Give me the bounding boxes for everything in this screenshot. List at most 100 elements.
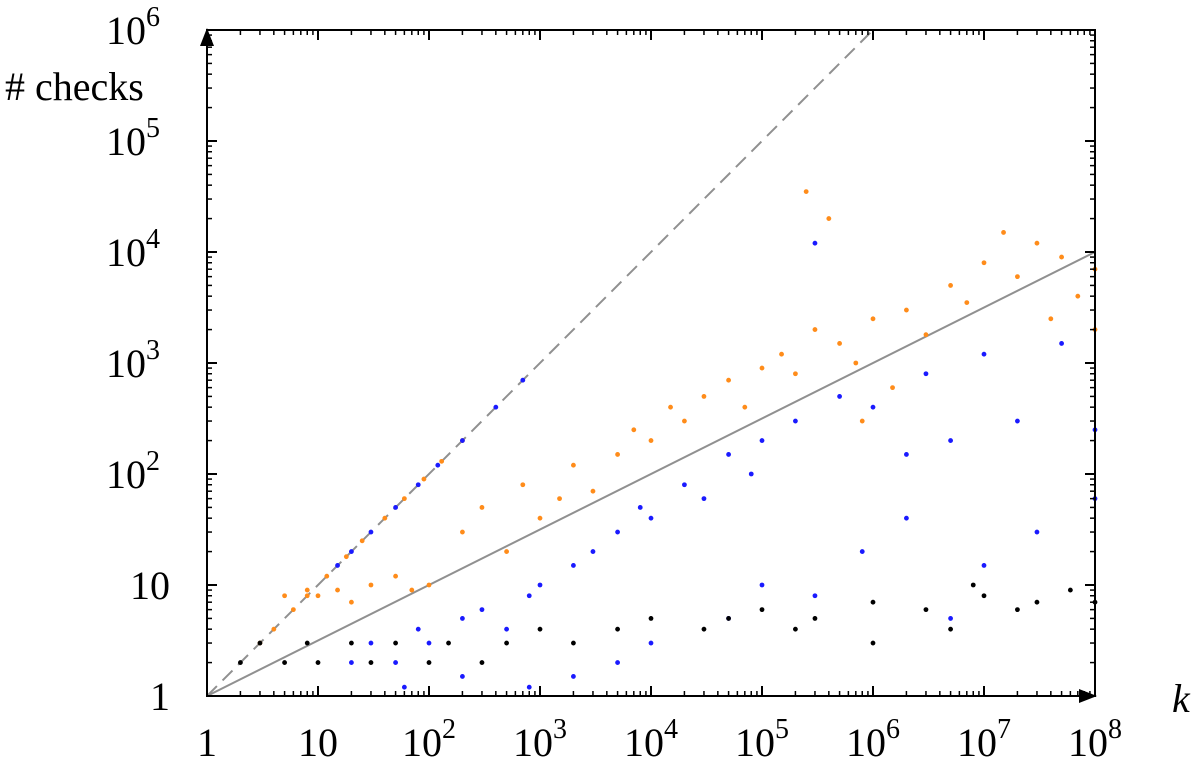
data-point <box>859 418 865 424</box>
data-point <box>435 462 441 468</box>
data-point <box>393 505 398 510</box>
data-point <box>748 471 754 477</box>
data-point <box>324 573 330 579</box>
x-tick-label: 105 <box>735 714 789 764</box>
x-axis-label: k <box>1172 676 1191 721</box>
data-point <box>923 332 929 338</box>
x-axis-arrow <box>1079 689 1097 703</box>
data-point <box>948 626 953 632</box>
data-point <box>1034 599 1040 605</box>
data-point <box>271 626 277 632</box>
data-point <box>421 476 427 482</box>
data-point <box>870 316 876 322</box>
data-point <box>426 582 432 588</box>
data-point <box>682 482 687 488</box>
data-point <box>571 674 576 679</box>
data-point <box>526 684 532 690</box>
data-point <box>315 660 321 665</box>
data-point <box>1034 240 1040 246</box>
data-point <box>401 496 407 502</box>
data-point <box>701 496 707 502</box>
x-tick-label: 10 <box>298 720 338 764</box>
data-point <box>446 640 451 646</box>
data-point <box>904 452 909 457</box>
data-point <box>1059 254 1064 260</box>
data-point <box>368 529 374 535</box>
data-point <box>948 438 953 443</box>
data-point <box>859 549 865 554</box>
data-point <box>238 660 243 665</box>
y-tick-label: 105 <box>106 113 160 164</box>
data-point <box>981 563 987 568</box>
data-point <box>803 189 809 195</box>
data-point <box>759 365 765 371</box>
data-point <box>904 515 909 521</box>
data-point <box>590 488 596 494</box>
data-point <box>1075 293 1081 299</box>
data-point <box>537 582 543 588</box>
data-point <box>682 418 687 424</box>
data-point <box>257 640 263 646</box>
data-point <box>779 351 784 357</box>
data-point <box>1059 341 1064 346</box>
data-point <box>948 283 953 288</box>
data-point <box>537 626 543 632</box>
data-point <box>726 616 731 621</box>
x-tick-label: 106 <box>846 714 900 764</box>
data-point <box>493 404 499 410</box>
data-point <box>359 538 365 544</box>
data-point <box>904 307 909 313</box>
axis-ticks <box>207 30 1095 696</box>
data-point <box>368 660 374 665</box>
data-point <box>726 377 731 383</box>
y-axis-label: # checks <box>5 64 144 109</box>
data-point <box>1015 274 1020 280</box>
data-point <box>460 674 465 679</box>
x-tick-label: 104 <box>624 714 678 764</box>
data-point <box>923 371 929 377</box>
data-point <box>282 593 287 599</box>
data-point <box>426 660 432 665</box>
data-point <box>812 240 818 246</box>
data-point <box>615 529 620 535</box>
data-point <box>793 626 798 632</box>
data-point <box>304 587 310 593</box>
data-point <box>637 505 643 510</box>
data-point <box>290 607 296 613</box>
data-point <box>812 593 818 599</box>
data-point <box>401 684 407 690</box>
data-point <box>793 418 798 424</box>
data-point <box>382 515 388 521</box>
data-points <box>238 189 1098 690</box>
data-point <box>526 593 532 599</box>
data-point <box>479 607 485 613</box>
data-point <box>615 626 620 632</box>
data-point <box>335 587 340 593</box>
data-point <box>742 404 748 410</box>
y-tick-label: 106 <box>106 2 160 53</box>
data-point <box>981 260 987 266</box>
data-point <box>368 582 374 588</box>
data-point <box>759 438 765 443</box>
data-point <box>870 404 876 410</box>
data-point <box>439 458 445 464</box>
data-point <box>571 640 576 646</box>
data-point <box>648 640 654 646</box>
data-point <box>812 327 818 332</box>
data-point <box>349 660 354 665</box>
y-tick-label: 10 <box>130 563 170 608</box>
data-point <box>557 496 562 502</box>
data-point <box>426 640 432 646</box>
data-point <box>368 640 374 646</box>
data-point <box>726 452 731 457</box>
data-point <box>1067 587 1073 593</box>
axis-arrows <box>200 28 1097 703</box>
data-point <box>415 626 421 632</box>
reference-line-dashed <box>206 29 874 697</box>
data-point <box>948 616 953 621</box>
data-point <box>537 515 543 521</box>
data-point <box>393 573 398 579</box>
reference-line-solid <box>206 251 1096 697</box>
data-point <box>520 482 526 488</box>
